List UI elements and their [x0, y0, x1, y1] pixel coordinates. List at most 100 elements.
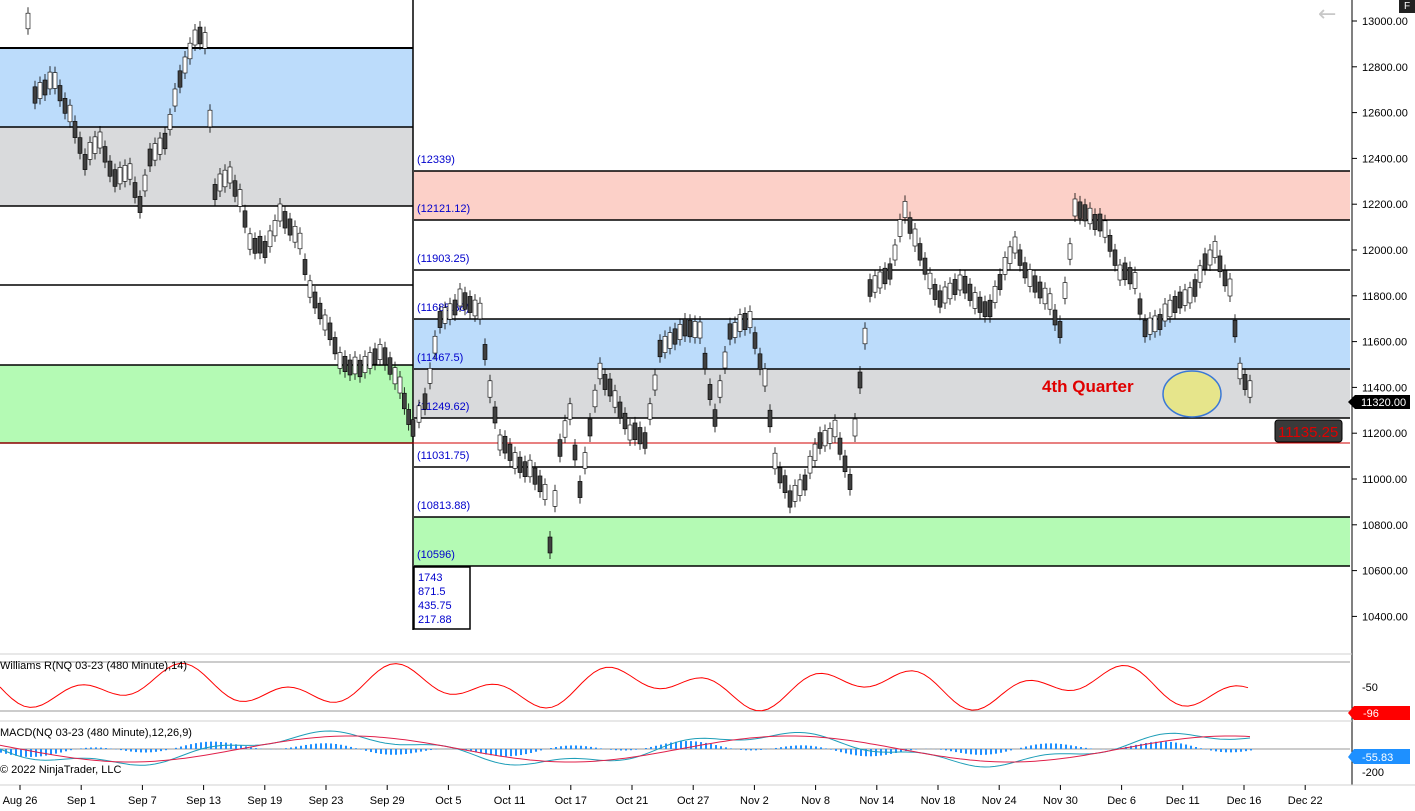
- macd-histogram-bar: [400, 749, 402, 755]
- macd-histogram-bar: [725, 747, 727, 749]
- candle-body: [272, 220, 278, 237]
- candle-body: [762, 368, 768, 387]
- candle-body: [410, 419, 416, 437]
- candle-body: [416, 405, 422, 423]
- candle-body: [1142, 319, 1148, 338]
- candle-body: [962, 275, 968, 294]
- williams-value-tag: [1348, 706, 1410, 720]
- price-axis-label: 13000.00: [1362, 16, 1408, 28]
- macd-histogram-bar: [210, 741, 212, 749]
- price-axis-label: 12000.00: [1362, 245, 1408, 257]
- candle-body: [492, 406, 498, 424]
- macd-histogram-bar: [825, 748, 827, 749]
- macd-histogram-bar: [745, 749, 747, 751]
- macd-histogram-bar: [705, 742, 707, 749]
- candle-body: [1052, 309, 1058, 326]
- candle-body: [377, 344, 383, 360]
- range-box: [413, 566, 471, 630]
- candle-body: [682, 318, 688, 337]
- date-axis-label: Oct 21: [616, 795, 648, 807]
- zone-red-right: [414, 171, 1350, 220]
- macd-histogram-bar: [695, 741, 697, 749]
- candle-body: [597, 362, 603, 380]
- candle-body: [772, 452, 778, 470]
- candle-body: [262, 241, 268, 258]
- candle-body: [1072, 198, 1078, 217]
- macd-histogram-bar: [90, 747, 92, 749]
- annotation-4th-quarter[interactable]: 4th Quarter: [1042, 377, 1134, 396]
- candle-body: [127, 163, 133, 180]
- macd-histogram-bar: [805, 745, 807, 749]
- date-axis-label: Oct 11: [494, 795, 526, 807]
- candle-body: [1007, 246, 1013, 264]
- macd-title: MACD(NQ 03-23 (480 Minute),12,26,9): [0, 727, 192, 739]
- candle-body: [1087, 207, 1093, 225]
- candle-body: [642, 432, 648, 449]
- macd-histogram-bar: [100, 747, 102, 749]
- candle-body: [1172, 296, 1178, 313]
- macd-histogram-bar: [135, 749, 137, 753]
- date-axis-label: Dec 16: [1227, 795, 1262, 807]
- candle-body: [1222, 270, 1228, 287]
- date-axis[interactable]: Aug 26 Sep 1 Sep 7 Sep 13 Sep 19 Sep 23 Sep 29…: [3, 785, 1323, 807]
- macd-histogram-bar: [1180, 743, 1182, 749]
- macd-histogram-bar: [190, 744, 192, 749]
- macd-histogram-bar: [855, 749, 857, 756]
- corner-button[interactable]: F: [1399, 0, 1415, 13]
- macd-histogram: [0, 741, 1252, 757]
- macd-histogram-bar: [1225, 749, 1227, 753]
- candle-body: [37, 82, 43, 99]
- candle-body: [872, 275, 878, 293]
- candle-body: [1217, 255, 1223, 273]
- candle-body: [367, 352, 373, 369]
- date-axis-label: Nov 2: [740, 795, 769, 807]
- price-axis-label: 12600.00: [1362, 108, 1408, 120]
- macd-histogram-bar: [1245, 749, 1247, 752]
- candle-body: [192, 29, 198, 46]
- candle-body: [722, 351, 728, 369]
- macd-histogram-bar: [795, 745, 797, 749]
- macd-histogram-bar: [520, 749, 522, 756]
- candle-body: [687, 319, 693, 338]
- candle-body: [297, 232, 303, 250]
- zone-green-left: [0, 365, 413, 443]
- candle-body: [1092, 214, 1098, 230]
- price-axis-label: 11800.00: [1362, 291, 1407, 303]
- copyright: © 2022 NinjaTrader, LLC: [0, 764, 121, 776]
- price-axis-label: 10600.00: [1362, 566, 1408, 578]
- candle-body: [1042, 287, 1048, 305]
- macd-histogram-bar: [1235, 749, 1237, 753]
- date-axis-label: Sep 7: [128, 795, 157, 807]
- macd-histogram-bar: [780, 747, 782, 749]
- macd-histogram-bar: [470, 749, 472, 752]
- candle-body: [782, 475, 788, 493]
- candle-body: [402, 392, 407, 410]
- macd-histogram-bar: [60, 749, 62, 753]
- macd-histogram-bar: [215, 741, 217, 749]
- candle-body: [217, 173, 223, 192]
- macd-histogram-bar: [815, 746, 817, 749]
- macd-histogram-bar: [150, 749, 152, 753]
- price-axis-label: 12200.00: [1362, 199, 1408, 211]
- macd-histogram-bar: [1010, 749, 1012, 751]
- line-price-tag[interactable]: [1274, 419, 1343, 443]
- candle-body: [147, 148, 153, 167]
- macd-histogram-bar: [295, 746, 297, 749]
- candle-body: [577, 481, 583, 498]
- back-arrow-icon[interactable]: ←: [1318, 2, 1336, 27]
- macd-histogram-bar: [330, 743, 332, 749]
- candle-body: [807, 455, 813, 474]
- price-axis[interactable]: 13000.00 12800.00 12600.00 12400.00 12200.00…: [1352, 16, 1408, 623]
- candle-body: [907, 217, 913, 234]
- macd-histogram-bar: [895, 749, 897, 753]
- candle-body: [1167, 299, 1173, 318]
- macd-histogram-bar: [650, 746, 652, 749]
- macd-histogram-bar: [225, 742, 227, 749]
- candle-body: [587, 418, 593, 437]
- macd-histogram-bar: [570, 745, 572, 749]
- highlight-ellipse[interactable]: [1162, 370, 1222, 418]
- macd-histogram-bar: [1190, 745, 1192, 749]
- candle-body: [72, 121, 78, 138]
- macd-histogram-bar: [1200, 748, 1202, 749]
